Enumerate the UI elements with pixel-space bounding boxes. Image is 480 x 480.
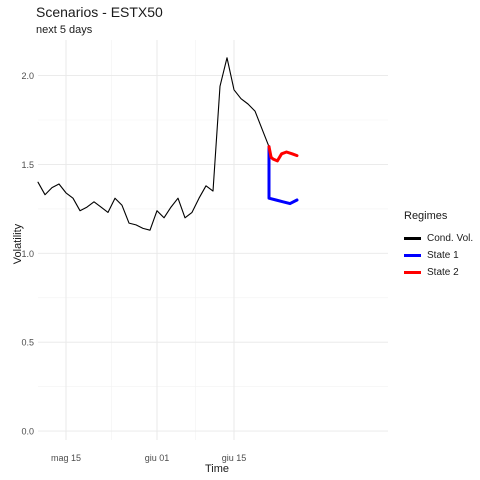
- legend-label-state-1: State 1: [427, 250, 459, 261]
- series-line-state-1: [267, 145, 299, 206]
- y-tick-label: 2.0: [21, 71, 34, 81]
- x-tick-label: giu 15: [222, 453, 247, 463]
- y-tick-label: 1.5: [21, 160, 34, 170]
- x-tick-label: giu 01: [145, 453, 170, 463]
- y-tick-label: 0.5: [21, 338, 34, 348]
- x-axis-label: Time: [204, 463, 230, 475]
- legend-item-state-1: State 1: [404, 247, 473, 264]
- legend-key-state-2: [404, 271, 421, 274]
- legend-label-cond-vol: Cond. Vol.: [427, 233, 474, 244]
- legend-label-state-2: State 2: [427, 267, 459, 278]
- series-line-state-2: [267, 145, 299, 163]
- legend-item-cond-vol: Cond. Vol.: [404, 230, 473, 247]
- legend-key-cond-vol: [404, 237, 421, 240]
- legend: Regimes Cond. Vol. State 1 State 2: [404, 210, 473, 281]
- legend-item-state-2: State 2: [404, 264, 473, 281]
- legend-key-state-1: [404, 254, 421, 257]
- y-tick-label: 0.0: [21, 427, 34, 437]
- series-line-cond-vol: [37, 57, 270, 231]
- chart-subtitle: next 5 days: [36, 24, 93, 36]
- legend-title: Regimes: [404, 210, 448, 222]
- x-tick-label: mag 15: [51, 453, 81, 463]
- y-tick-label: 1.0: [21, 249, 34, 259]
- chart-title: Scenarios - ESTX50: [36, 4, 163, 20]
